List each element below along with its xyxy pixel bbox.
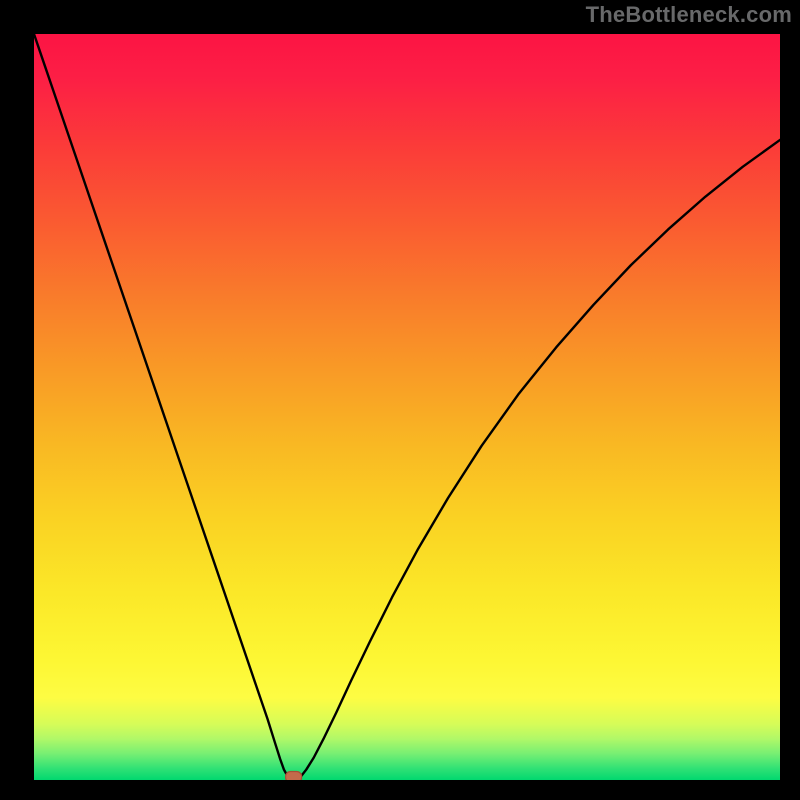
- gradient-background: [34, 34, 780, 780]
- watermark-text: TheBottleneck.com: [586, 2, 792, 28]
- bottleneck-chart: [0, 0, 800, 800]
- chart-outer-frame: TheBottleneck.com: [0, 0, 800, 800]
